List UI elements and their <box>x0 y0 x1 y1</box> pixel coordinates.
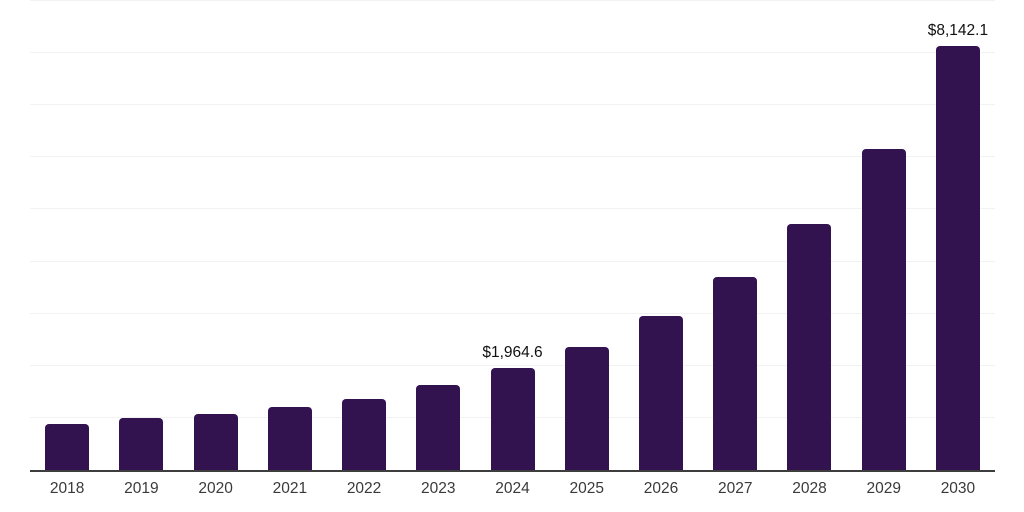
bar-slot <box>327 1 401 470</box>
bar-2029[interactable] <box>861 149 906 470</box>
x-axis-labels: 2018 2019 2020 2021 2022 2023 2024 2025 2026 2027… <box>30 480 995 498</box>
gridline <box>30 52 995 54</box>
bar-2030[interactable] <box>935 45 980 470</box>
x-tick-label: 2028 <box>792 480 827 497</box>
bar-slot: $8,142.1 <box>921 1 995 470</box>
bars-row: $1,964.6 $8,142.1 <box>30 1 995 470</box>
gridline <box>30 260 995 262</box>
bar-2019[interactable] <box>119 418 164 470</box>
x-tick-label: 2029 <box>866 480 901 497</box>
bar-2018[interactable] <box>45 424 90 470</box>
bar-slot <box>772 1 846 470</box>
bar-value-label: $1,964.6 <box>482 344 543 362</box>
x-tick-label: 2026 <box>643 480 679 497</box>
bar-slot <box>698 1 772 470</box>
bar-slot <box>253 1 327 470</box>
bar-2020[interactable] <box>193 414 238 470</box>
x-tick-label: 2019 <box>124 480 159 497</box>
gridline <box>30 104 995 106</box>
bar-slot: $1,964.6 <box>475 1 549 470</box>
bar-2022[interactable] <box>342 398 387 470</box>
bar-slot <box>401 1 475 470</box>
bar-2025[interactable] <box>564 346 609 470</box>
x-tick-label: 2025 <box>569 480 604 497</box>
bar-slot <box>624 1 698 470</box>
bar-2027[interactable] <box>713 276 758 470</box>
gridline <box>30 312 995 314</box>
bar-slot <box>550 1 624 470</box>
bar-2024[interactable] <box>490 367 535 470</box>
x-tick-label: 2030 <box>940 480 976 497</box>
gridline <box>30 364 995 366</box>
bar-slot <box>30 1 104 470</box>
x-tick-label: 2023 <box>421 480 456 497</box>
bar-2026[interactable] <box>638 316 683 470</box>
bar-slot <box>178 1 252 470</box>
x-tick-label: 2018 <box>49 480 85 497</box>
x-tick-label: 2022 <box>346 480 382 497</box>
gridline <box>30 0 995 1</box>
bar-slot <box>104 1 178 470</box>
x-tick-label: 2027 <box>717 480 753 497</box>
gridline <box>30 208 995 210</box>
x-axis-line <box>30 470 995 472</box>
bar-2023[interactable] <box>416 385 461 470</box>
x-tick-label: 2020 <box>198 480 233 497</box>
bar-value-label: $8,142.1 <box>927 22 989 40</box>
bar-2028[interactable] <box>787 223 832 470</box>
gridline <box>30 156 995 158</box>
x-tick-label: 2024 <box>495 480 530 497</box>
plot-area: $1,964.6 $8,142.1 <box>30 0 995 472</box>
bar-2021[interactable] <box>267 407 312 470</box>
bar-slot <box>847 1 921 470</box>
x-tick-label: 2021 <box>272 480 308 497</box>
